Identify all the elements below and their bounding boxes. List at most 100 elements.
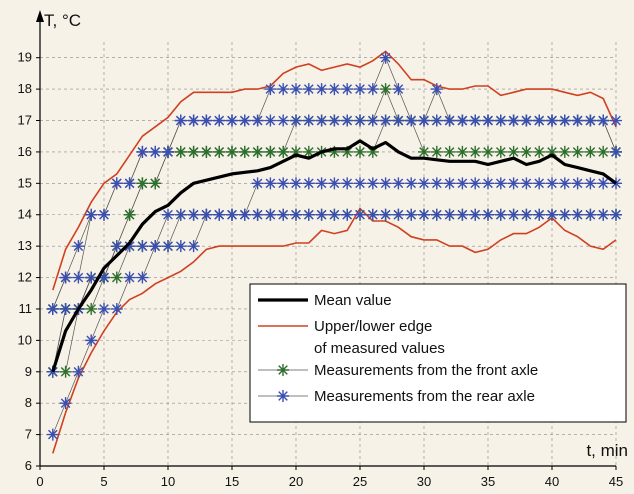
y-tick-label: 19 xyxy=(18,50,32,65)
mean-value-line xyxy=(51,139,617,373)
rear-4-point xyxy=(213,208,226,221)
front-3-point xyxy=(174,145,187,158)
legend-marker-rear xyxy=(277,390,289,402)
front-2-point xyxy=(290,145,302,158)
rear-3-point xyxy=(213,114,226,127)
rear-3-point xyxy=(443,114,456,127)
legend-label-mean: Mean value xyxy=(314,292,392,309)
rear-4-point xyxy=(418,177,430,190)
y-tick-label: 11 xyxy=(19,301,33,316)
rear-3-point xyxy=(162,145,174,158)
rear-3-point xyxy=(85,208,98,221)
rear-1-point xyxy=(443,208,456,221)
rear-1-point xyxy=(610,208,622,221)
rear-3-point xyxy=(533,114,546,127)
front-2-point xyxy=(494,145,507,158)
y-tick-label: 12 xyxy=(18,270,32,285)
rear-2-point xyxy=(277,114,290,127)
rear-4-point xyxy=(392,177,405,190)
x-tick-label: 20 xyxy=(289,474,303,489)
rear-2-point xyxy=(379,114,392,127)
rear-1-point xyxy=(507,208,520,221)
rear-3-point xyxy=(494,114,507,127)
rear-4-point xyxy=(200,208,213,221)
front-3-point xyxy=(277,145,290,158)
rear-3-point xyxy=(174,114,187,127)
rear-1-point xyxy=(354,208,366,221)
rear-3-point xyxy=(200,114,213,127)
rear-1-point xyxy=(328,208,341,221)
legend-label-edge-line2: of measured values xyxy=(314,340,445,357)
front-3-point xyxy=(200,145,213,158)
x-tick-label: 15 xyxy=(225,474,239,489)
rear-3-point xyxy=(110,177,123,190)
rear-3-point xyxy=(123,177,136,190)
rear-1-point xyxy=(110,302,123,315)
front-3-point xyxy=(136,177,149,190)
x-tick-label: 0 xyxy=(36,474,43,489)
rear-3-point xyxy=(366,83,379,96)
rear-3-point xyxy=(98,208,110,221)
rear-3-point xyxy=(392,83,405,96)
rear-1-point xyxy=(174,240,187,253)
rear-1-point xyxy=(85,334,98,347)
rear-4-point xyxy=(341,177,354,190)
rear-4-point xyxy=(584,177,597,190)
front-3-point xyxy=(149,177,162,190)
rear-3-point xyxy=(251,114,264,127)
rear-3-point xyxy=(430,83,443,96)
rear-1-point xyxy=(264,208,277,221)
front-2-point xyxy=(469,145,482,158)
rear-3-point xyxy=(72,271,85,284)
rear-4-point xyxy=(162,208,174,221)
front-1-point xyxy=(110,271,123,284)
y-tick-label: 16 xyxy=(18,144,32,159)
rear-1-point xyxy=(72,365,85,378)
front-2-point xyxy=(597,145,610,158)
rear-3-point xyxy=(238,114,251,127)
rear-3-point xyxy=(418,114,430,127)
rear-1-point xyxy=(341,208,354,221)
rear-1-point xyxy=(46,428,59,441)
rear-3-point xyxy=(226,114,238,127)
rear-4-point xyxy=(187,208,200,221)
rear-3-point xyxy=(315,83,328,96)
rear-3-point xyxy=(456,114,469,127)
rear-4-point xyxy=(59,302,72,315)
rear-4-point xyxy=(238,208,251,221)
rear-1-point xyxy=(59,397,72,410)
rear-4-point xyxy=(379,177,392,190)
front-1-point xyxy=(85,302,98,315)
rear-3-point xyxy=(507,114,520,127)
rear-4-point xyxy=(174,208,187,221)
rear-4-point xyxy=(456,177,469,190)
legend-box xyxy=(249,283,627,423)
front-2-point xyxy=(546,145,558,158)
rear-4-point xyxy=(226,208,238,221)
rear-4-point xyxy=(354,177,366,190)
y-tick-label: 8 xyxy=(25,395,32,410)
edge-lower-line xyxy=(52,207,617,454)
y-tick-label: 15 xyxy=(18,175,32,190)
rear-4-point xyxy=(136,240,149,253)
rear-1-point xyxy=(392,208,405,221)
y-tick-label: 7 xyxy=(25,427,32,442)
rear-1-point xyxy=(418,208,430,221)
rear-4-point xyxy=(315,177,328,190)
front-2-point xyxy=(558,145,571,158)
front-2-point xyxy=(520,145,533,158)
rear-4-point xyxy=(98,271,110,284)
legend-marker-front xyxy=(277,364,289,376)
rear-1-point xyxy=(558,208,571,221)
rear-2-point xyxy=(366,114,379,127)
front-2-point xyxy=(354,145,366,158)
rear-2-point xyxy=(354,114,366,127)
rear-2-point xyxy=(430,114,443,127)
front-2-point xyxy=(584,145,597,158)
front-2-point xyxy=(456,145,469,158)
front-3-point xyxy=(379,83,392,96)
rear-3-point xyxy=(328,83,341,96)
front-3-point xyxy=(264,145,277,158)
rear-2-point xyxy=(341,114,354,127)
rear-4-point xyxy=(610,177,622,190)
